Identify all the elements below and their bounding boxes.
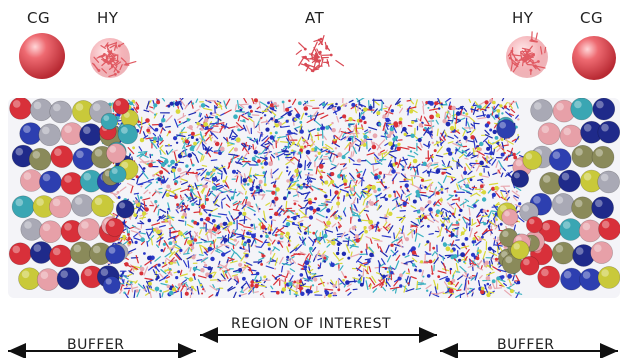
- hy-right-label: HY: [512, 9, 534, 27]
- buffer-left-label: BUFFER: [67, 337, 125, 353]
- cg-right-label: CG: [580, 9, 604, 27]
- coarse-grained-beads-right: [496, 98, 620, 291]
- at-label: AT: [305, 9, 325, 27]
- cg-left-label: CG: [27, 9, 51, 27]
- at-molecule-icon: [295, 34, 345, 73]
- simulation-box: [8, 98, 620, 298]
- hy-molecule-right-icon: [506, 31, 548, 78]
- cg-sphere-right-icon: [572, 36, 616, 80]
- atomistic-region: [101, 98, 526, 298]
- hy-left-label: HY: [97, 9, 119, 27]
- hy-molecule-left-icon: [90, 38, 137, 78]
- region-of-interest-label: REGION OF INTEREST: [231, 316, 392, 332]
- cg-sphere-left-icon: [19, 33, 65, 79]
- buffer-right-label: BUFFER: [497, 337, 555, 353]
- coarse-grained-beads-left: [8, 98, 139, 294]
